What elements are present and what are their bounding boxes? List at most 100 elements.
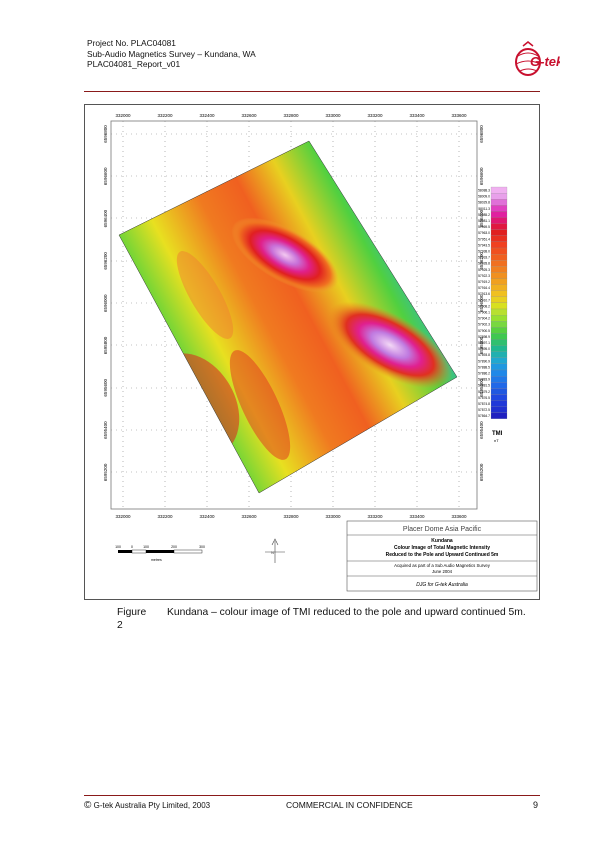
x-tick-bottom: 332800 [283,514,299,519]
legend-swatch [490,412,508,419]
x-tick-top: 333400 [409,113,425,118]
header-report: PLAC04081_Report_v01 [87,59,181,69]
legend-value: 57879.2 [478,390,490,394]
x-tick-top: 332400 [199,113,215,118]
legend-value: 57881.5 [478,384,490,388]
legend-swatch [490,205,508,212]
y-tick-right: 6595600 [479,379,484,397]
legend-value: 57906.1 [478,311,490,315]
legend-value: 57902.3 [478,323,490,327]
legend-swatch [490,247,508,255]
legend-swatch [490,400,508,407]
legend-swatch [490,321,508,328]
legend-value: 57876.5 [478,396,490,400]
page-header: Project No. PLAC04081 Sub-Audio Magnetic… [87,38,256,70]
footer-confidential: COMMERCIAL IN CONFIDENCE [286,800,413,810]
legend-value: 57925.3 [478,268,490,272]
svg-text:N: N [271,550,274,555]
legend-value: 57963.0 [478,231,490,235]
y-tick-left: 6596800 [103,125,108,143]
tmi-map: 58088.3 58009.0 58029.8 58011.3 57985.2 57981… [103,113,538,592]
acq-line1: Acquired as part of a Sub Audio Magnetic… [394,563,491,568]
legend-value: 58009.0 [478,195,490,199]
legend-value: 57913.6 [478,292,490,296]
scale-unit: metres [151,558,162,562]
y-tick-right: 6596200 [479,252,484,270]
header-rule [84,91,540,92]
title-line2: Reduced to the Pole and Upward Continued… [386,552,499,558]
footer-rule [84,795,540,796]
legend-value: 58029.8 [478,201,490,205]
x-tick-bottom: 333000 [325,514,341,519]
legend-swatch [490,315,508,322]
scale-label: 100 [143,545,149,549]
legend-value: 57904.2 [478,317,490,321]
y-tick-right: 6596400 [479,209,484,227]
x-tick-bottom: 332600 [241,514,257,519]
y-tick-left: 6595600 [103,379,108,397]
map-frame: 58088.3 58009.0 58029.8 58011.3 57985.2 57981… [84,104,540,600]
legend-value: 57897.1 [478,341,490,345]
page-number: 9 [533,800,539,810]
legend-value: 57916.4 [478,286,490,290]
legend-value: 57919.2 [478,280,490,284]
legend-swatch [490,186,508,194]
legend-value: 57898.9 [478,335,490,339]
y-tick-right: 6596600 [479,167,484,185]
north-arrow-icon: N [265,538,285,563]
legend-value: 57895.0 [478,347,490,351]
x-ticks-bottom: 332000 332200 332400 332600 332800 333000 3332… [115,514,467,519]
y-tick-left: 6596400 [103,209,108,227]
y-ticks-right: 6596800 6596600 6596400 6596200 6596000 65958… [479,125,484,481]
legend-unit: nT [494,438,499,443]
y-tick-right: 6595800 [479,336,484,354]
legend-value: 57922.3 [478,274,490,278]
legend-swatch [490,296,508,304]
legend-swatch [490,278,508,285]
copyright-icon: © [84,800,92,811]
legend-swatch [490,339,508,346]
legend-swatch [490,254,508,261]
header-project: Project No. PLAC04081 [87,38,176,48]
header-survey: Sub-Audio Magnetics Survey – Kundana, WA [87,48,256,59]
legend-swatch [490,388,508,395]
y-tick-left: 6596200 [103,252,108,270]
y-tick-left: 6596600 [103,167,108,185]
x-tick-top: 332200 [157,113,173,118]
title-project: Kundana [431,538,453,544]
legend-swatch [490,345,508,352]
credit: DJG for G-tek Australia [416,582,468,588]
legend-value: 57951.4 [478,237,490,241]
y-ticks-left: 6596800 6596600 6596400 6596200 6596000 65958… [103,125,108,481]
legend-swatch [490,357,508,365]
legend-value: 58011.3 [478,207,490,211]
legend-title: TMI [492,431,503,437]
y-tick-right: 6596800 [479,125,484,143]
y-tick-right: 6596000 [479,294,484,312]
y-tick-right: 6595200 [479,463,484,481]
x-tick-top: 333600 [451,113,467,118]
legend-value: 57888.5 [478,365,490,369]
legend-swatch [490,192,508,200]
x-tick-bottom: 333600 [451,514,467,519]
x-tick-bottom: 332000 [115,514,131,519]
legend-value: 57874.8 [478,402,490,406]
legend-swatch [490,266,508,273]
x-ticks-top: 332000 332200 332400 332600 332800 333000 3332… [115,113,467,118]
legend-swatch [490,260,508,267]
legend-swatch [490,284,508,291]
copyright-text: G-tek Australia Pty Limited, 2003 [93,801,211,810]
x-tick-top: 333200 [367,113,383,118]
legend-swatch [490,382,508,389]
legend-value: 58088.3 [478,189,490,193]
figure-text: Kundana – colour image of TMI reduced to… [167,607,526,618]
legend-swatch [490,394,508,401]
scale-label: 300 [199,545,205,549]
x-tick-top: 333000 [325,113,341,118]
logo-text: G-tek [530,54,560,69]
footer-copyright: © G-tek Australia Pty Limited, 2003 [84,800,210,811]
x-tick-bottom: 332400 [199,514,215,519]
legend-value: 57886.2 [478,372,490,376]
x-tick-bottom: 332200 [157,514,173,519]
legend-value: 57872.5 [478,408,490,412]
